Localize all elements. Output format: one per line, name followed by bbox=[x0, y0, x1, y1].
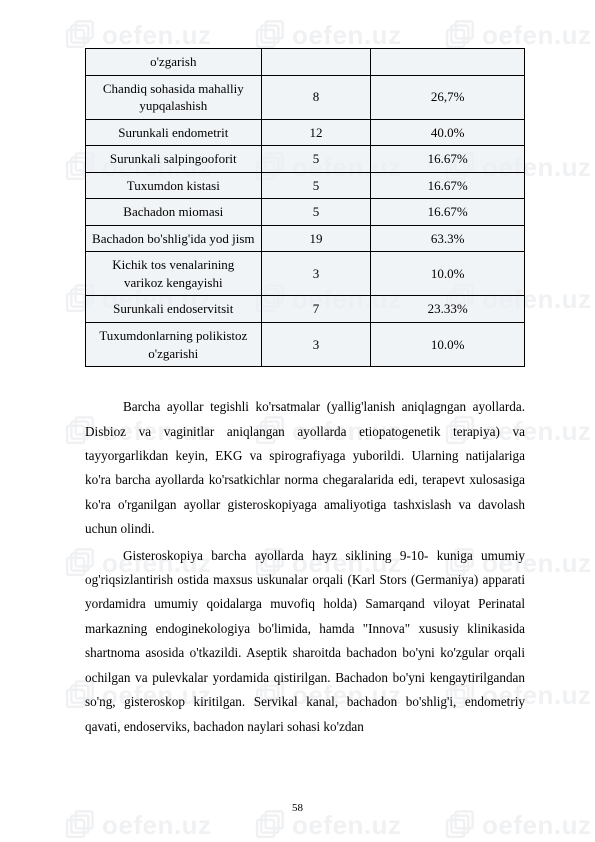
table-cell: Bachadon miomasi bbox=[86, 199, 262, 226]
table-row: Surunkali endoservitsit723.33% bbox=[86, 296, 525, 323]
table-cell: Surunkali salpingooforit bbox=[86, 146, 262, 173]
page-content: o'zgarishChandiq sohasida mahalliy yupqa… bbox=[0, 0, 595, 739]
table-cell: 16.67% bbox=[371, 172, 525, 199]
table-cell: 23.33% bbox=[371, 296, 525, 323]
table-cell bbox=[371, 49, 525, 76]
watermark-text: oefen.uz bbox=[102, 810, 211, 841]
table-row: Tuxumdonlarning polikistoz o'zgarishi310… bbox=[86, 323, 525, 367]
watermark-text: oefen.uz bbox=[482, 810, 591, 841]
table-row: o'zgarish bbox=[86, 49, 525, 76]
table-row: Tuxumdon kistasi516.67% bbox=[86, 172, 525, 199]
table-cell: 26,7% bbox=[371, 75, 525, 119]
table-cell: 8 bbox=[261, 75, 371, 119]
table-cell: 63.3% bbox=[371, 225, 525, 252]
table-row: Surunkali salpingooforit516.67% bbox=[86, 146, 525, 173]
page-number: 58 bbox=[0, 802, 595, 814]
table-row: Surunkali endometrit1240.0% bbox=[86, 119, 525, 146]
data-table: o'zgarishChandiq sohasida mahalliy yupqa… bbox=[85, 48, 525, 367]
body-text: Barcha ayollar tegishli ko'rsatmalar (ya… bbox=[85, 395, 525, 739]
table-cell: o'zgarish bbox=[86, 49, 262, 76]
table-cell: 16.67% bbox=[371, 146, 525, 173]
table-cell: 3 bbox=[261, 252, 371, 296]
table-cell: 10.0% bbox=[371, 252, 525, 296]
table-row: Chandiq sohasida mahalliy yupqalashish82… bbox=[86, 75, 525, 119]
table-cell: 5 bbox=[261, 199, 371, 226]
table-row: Bachadon bo'shlig'ida yod jism1963.3% bbox=[86, 225, 525, 252]
table-row: Kichik tos venalarining varikoz kengayis… bbox=[86, 252, 525, 296]
table-cell: Tuxumdonlarning polikistoz o'zgarishi bbox=[86, 323, 262, 367]
table-cell: 12 bbox=[261, 119, 371, 146]
table-cell: 5 bbox=[261, 146, 371, 173]
table-cell bbox=[261, 49, 371, 76]
table-cell: 16.67% bbox=[371, 199, 525, 226]
table-cell: Surunkali endoservitsit bbox=[86, 296, 262, 323]
table-cell: Kichik tos venalarining varikoz kengayis… bbox=[86, 252, 262, 296]
paragraph: Barcha ayollar tegishli ko'rsatmalar (ya… bbox=[85, 395, 525, 542]
paragraph: Gisteroskopiya barcha ayollarda hayz sik… bbox=[85, 544, 525, 739]
table-cell: Surunkali endometrit bbox=[86, 119, 262, 146]
table-cell: Bachadon bo'shlig'ida yod jism bbox=[86, 225, 262, 252]
table-body: o'zgarishChandiq sohasida mahalliy yupqa… bbox=[86, 49, 525, 367]
table-cell: 3 bbox=[261, 323, 371, 367]
table-cell: Tuxumdon kistasi bbox=[86, 172, 262, 199]
table-cell: 40.0% bbox=[371, 119, 525, 146]
table-cell: 5 bbox=[261, 172, 371, 199]
table-cell: 7 bbox=[261, 296, 371, 323]
table-cell: 10.0% bbox=[371, 323, 525, 367]
table-cell: Chandiq sohasida mahalliy yupqalashish bbox=[86, 75, 262, 119]
table-row: Bachadon miomasi516.67% bbox=[86, 199, 525, 226]
table-cell: 19 bbox=[261, 225, 371, 252]
watermark-text: oefen.uz bbox=[292, 810, 401, 841]
